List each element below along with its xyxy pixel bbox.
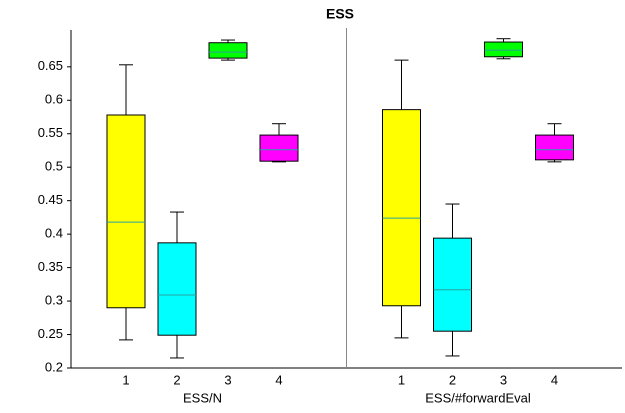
x-tick-label: 4 bbox=[551, 372, 558, 387]
y-tick-label: 0.6 bbox=[45, 92, 63, 107]
box bbox=[157, 242, 197, 336]
x-tick-label: 3 bbox=[224, 372, 231, 387]
box bbox=[259, 134, 299, 162]
box bbox=[208, 42, 248, 59]
x-tick-label: 2 bbox=[173, 372, 180, 387]
box bbox=[535, 134, 574, 161]
y-tick-label: 0.2 bbox=[45, 359, 63, 374]
y-tick-label: 0.3 bbox=[45, 293, 63, 308]
box bbox=[484, 41, 523, 58]
y-tick-label: 0.65 bbox=[38, 58, 63, 73]
y-tick-label: 0.4 bbox=[45, 226, 63, 241]
box bbox=[433, 237, 472, 332]
group-label: ESS/#forwardEval bbox=[425, 390, 531, 405]
x-tick-label: 1 bbox=[122, 372, 129, 387]
y-tick-label: 0.35 bbox=[38, 259, 63, 274]
box bbox=[106, 114, 146, 309]
x-tick-label: 3 bbox=[500, 372, 507, 387]
x-tick-label: 1 bbox=[398, 372, 405, 387]
y-tick-label: 0.55 bbox=[38, 125, 63, 140]
x-tick-label: 2 bbox=[449, 372, 456, 387]
y-tick-label: 0.45 bbox=[38, 192, 63, 207]
chart-title: ESS bbox=[326, 6, 354, 22]
y-tick-label: 0.25 bbox=[38, 326, 63, 341]
group-label: ESS/N bbox=[183, 390, 222, 405]
y-tick-label: 0.5 bbox=[45, 159, 63, 174]
box bbox=[382, 109, 421, 307]
x-tick-label: 4 bbox=[275, 372, 282, 387]
